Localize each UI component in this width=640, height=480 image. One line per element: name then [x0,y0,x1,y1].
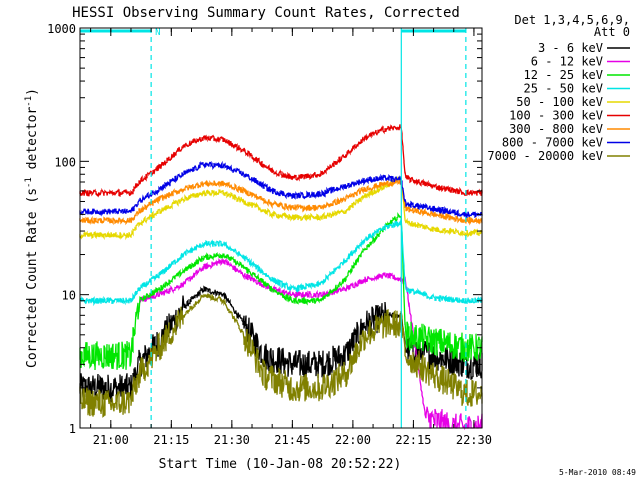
plot-lines [79,124,483,431]
x-tick-label-4: 22:00 [335,433,371,447]
series-line-2 [79,212,483,371]
y-tick-label-0: 1 [69,422,76,436]
x-tick-label-5: 22:15 [395,433,431,447]
x-tick-label-2: 21:30 [214,433,250,447]
night-marker-label: N [155,28,160,38]
y-axis-label-mid: detector [25,107,40,178]
legend-label-5: 100 - 300 keV [509,109,603,123]
series-line-8 [79,293,483,418]
legend-label-3: 25 - 50 keV [524,82,603,96]
x-tick-label-1: 21:15 [153,433,189,447]
x-axis-label: Start Time (10-Jan-08 20:52:22) [159,457,402,472]
series-line-5 [79,124,483,198]
y-tick-label-1: 10 [62,289,76,303]
series-line-4 [79,176,483,241]
legend-label-7: 800 - 7000 keV [502,136,603,150]
legend-label-8: 7000 - 20000 keV [487,149,603,163]
y-tick-label-3: 1000 [47,22,76,36]
y-axis-label: Corrected Count Rate (s-1 detector-1) [24,88,40,368]
chart-title: HESSI Observing Summary Count Rates, Cor… [72,5,460,21]
x-tick-label-0: 21:00 [93,433,129,447]
x-tick-label-3: 21:45 [274,433,310,447]
y-axis-label-sup1: -1 [24,177,34,188]
series-line-7 [79,160,483,219]
y-tick-label-2: 100 [54,155,76,169]
legend-label-1: 6 - 12 keV [531,55,603,69]
legend-header-line1: Det 1,3,4,5,6,9, [514,13,630,27]
x-axis: 21:00 21:15 21:30 21:45 22:00 22:15 22:30 [90,28,492,447]
y-axis-label-sup2: -1 [24,96,34,107]
y-axis: 1 10 100 1000 [47,22,482,436]
legend-header-line2: Att 0 [594,25,630,39]
legend-label-2: 12 - 25 keV [524,68,603,82]
legend-label-6: 300 - 800 keV [509,122,603,136]
annotations: N [80,28,467,428]
legend-label-4: 50 - 100 keV [516,95,603,109]
x-tick-label-6: 22:30 [456,433,492,447]
series-line-3 [79,219,483,307]
series-line-6 [79,177,483,226]
plot-frame [79,27,483,429]
y-axis-label-end: ) [25,88,40,96]
series-line-1 [139,257,483,431]
y-axis-label-main: Corrected Count Rate (s [25,188,40,368]
legend-label-0: 3 - 6 keV [538,41,603,55]
timestamp: 5-Mar-2010 08:49 [559,468,636,477]
